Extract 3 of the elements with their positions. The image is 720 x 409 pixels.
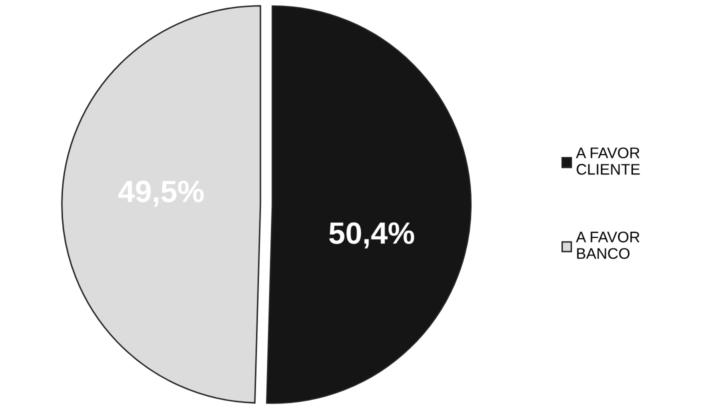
- legend-label: A FAVOR CLIENTE: [576, 147, 640, 175]
- data-label: 50,4%: [329, 222, 414, 248]
- legend-label: A FAVOR BANCO: [576, 232, 640, 259]
